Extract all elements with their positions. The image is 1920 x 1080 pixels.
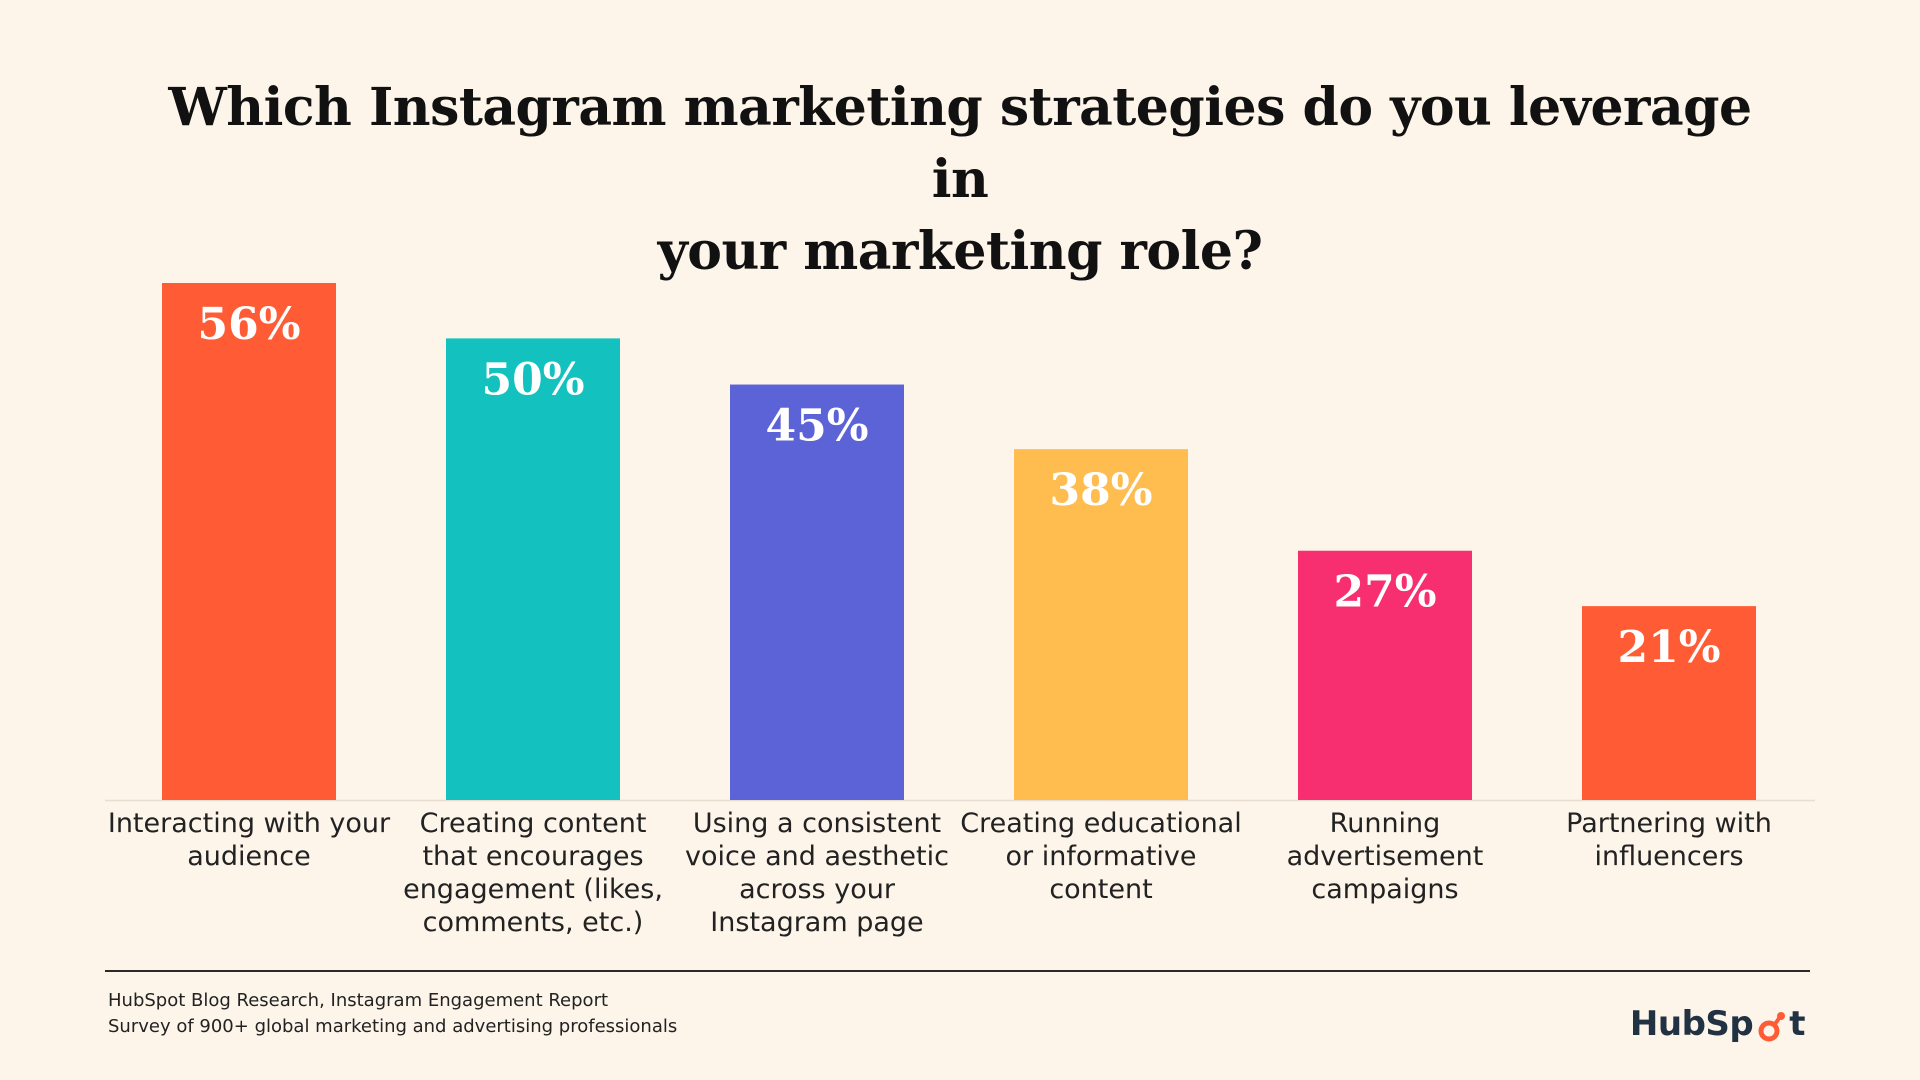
- footer-divider: [105, 970, 1810, 972]
- bar-value-label-5: 27%: [1333, 567, 1436, 618]
- bar-value-label-1: 56%: [197, 299, 300, 350]
- source-note: HubSpot Blog Research, Instagram Engagem…: [108, 988, 677, 1040]
- logo-text-end: t: [1789, 1004, 1805, 1044]
- category-label-3: Using a consistent voice and aesthetic acr…: [685, 808, 949, 938]
- chart-title: Which Instagram marketing strategies do …: [160, 72, 1760, 288]
- sprocket-icon: [1754, 1011, 1788, 1045]
- bar-5: [1298, 550, 1472, 800]
- bar-4: [1014, 449, 1188, 800]
- source-line-2: Survey of 900+ global marketing and adve…: [108, 1016, 678, 1037]
- bar-chart: 56% Interacting with your audience 50% Creat…: [105, 283, 1815, 938]
- bar-value-label-4: 38%: [1049, 465, 1152, 516]
- bar-value-label-3: 45%: [765, 401, 868, 452]
- logo-text-start: HubSp: [1629, 1004, 1754, 1044]
- bar-1: [162, 283, 336, 800]
- source-line-1: HubSpot Blog Research, Instagram Engagem…: [108, 990, 609, 1011]
- bar-value-label-2: 50%: [481, 354, 584, 405]
- bar-6: [1582, 606, 1756, 800]
- bar-3: [730, 384, 904, 800]
- bar-2: [446, 338, 620, 800]
- category-label-5: Running advertisement campaigns: [1287, 808, 1484, 905]
- hubspot-logo: HubSp t: [1629, 1002, 1806, 1046]
- category-label-1: Interacting with your audience: [108, 808, 391, 872]
- chart-title-line-1: Which Instagram marketing strategies do …: [168, 77, 1752, 210]
- category-label-2: Creating content that encourages engagemen…: [403, 808, 663, 938]
- bar-value-label-6: 21%: [1617, 622, 1720, 673]
- chart-title-line-2: your marketing role?: [657, 221, 1263, 282]
- category-label-6: Partnering with influencers: [1566, 808, 1772, 872]
- category-label-4: Creating educational or informative conten…: [960, 808, 1241, 905]
